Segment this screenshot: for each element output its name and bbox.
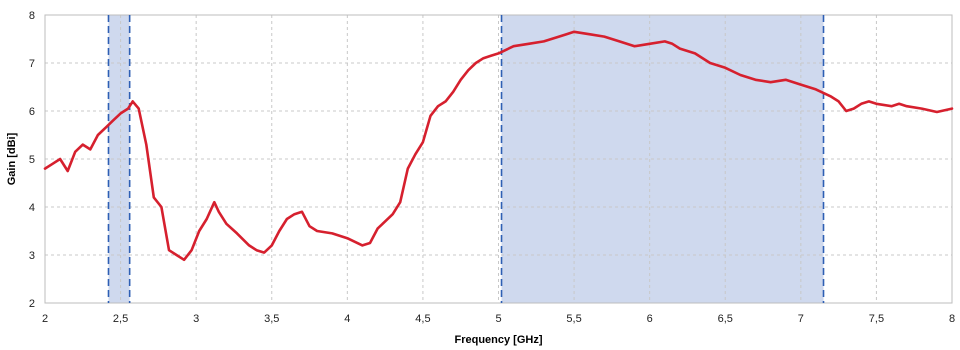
x-tick-label: 5 [495, 313, 501, 325]
y-tick-label: 8 [29, 10, 35, 22]
y-tick-label: 2 [29, 298, 35, 310]
x-tick-label: 2,5 [113, 313, 128, 325]
x-tick-label: 5,5 [566, 313, 581, 325]
y-tick-label: 7 [29, 58, 35, 70]
y-axis-ticks: 2 3 4 5 6 7 8 [29, 10, 35, 310]
x-axis-ticks: 2 2,5 3 3,5 4 4,5 5 5,5 6 6,5 7 7,5 8 [42, 313, 955, 325]
x-tick-label: 3,5 [264, 313, 279, 325]
x-tick-label: 4 [344, 313, 350, 325]
y-axis-title: Gain [dBi] [6, 132, 18, 185]
y-tick-label: 5 [29, 154, 35, 166]
x-tick-label: 4,5 [415, 313, 430, 325]
x-tick-label: 7,5 [869, 313, 884, 325]
x-tick-label: 3 [193, 313, 199, 325]
x-tick-label: 6,5 [718, 313, 733, 325]
y-tick-label: 3 [29, 250, 35, 262]
y-tick-label: 4 [29, 202, 35, 214]
x-tick-label: 8 [949, 313, 955, 325]
x-tick-label: 7 [798, 313, 804, 325]
x-axis-title: Frequency [GHz] [454, 334, 542, 346]
x-tick-label: 6 [647, 313, 653, 325]
y-tick-label: 6 [29, 106, 35, 118]
x-tick-label: 2 [42, 313, 48, 325]
